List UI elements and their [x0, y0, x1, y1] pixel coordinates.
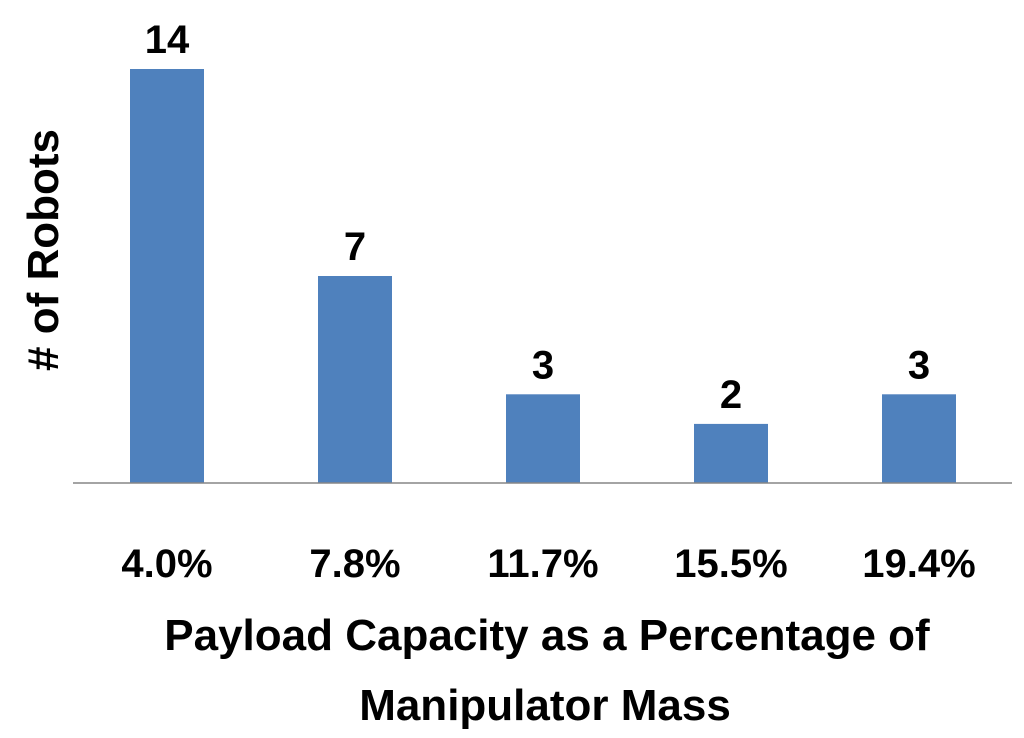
bar-5	[882, 394, 956, 483]
x-tick-label-1: 4.0%	[121, 542, 212, 586]
x-tick-label-5: 19.4%	[862, 542, 975, 586]
data-label-1: 14	[145, 18, 190, 62]
data-label-5: 3	[908, 343, 930, 387]
bar-1	[130, 69, 204, 483]
x-tick-labels-layer: 4.0% 7.8% 11.7% 15.5% 19.4%	[121, 542, 975, 586]
data-label-4: 2	[720, 373, 742, 417]
bar-2	[318, 276, 392, 483]
x-axis-title-line-2: Manipulator Mass	[359, 681, 731, 730]
x-tick-label-3: 11.7%	[487, 542, 598, 586]
x-tick-label-4: 15.5%	[674, 542, 787, 586]
bar-4	[694, 423, 768, 483]
bar-3	[506, 394, 580, 483]
x-axis-title-line-1: Payload Capacity as a Percentage of	[164, 611, 930, 660]
data-label-3: 3	[532, 343, 554, 387]
data-label-2: 7	[344, 225, 366, 269]
data-labels-layer: 14 7 3 2 3	[145, 18, 930, 417]
x-tick-label-2: 7.8%	[309, 542, 400, 586]
y-axis-title: # of Robots	[19, 129, 68, 371]
bars-layer	[130, 69, 956, 483]
